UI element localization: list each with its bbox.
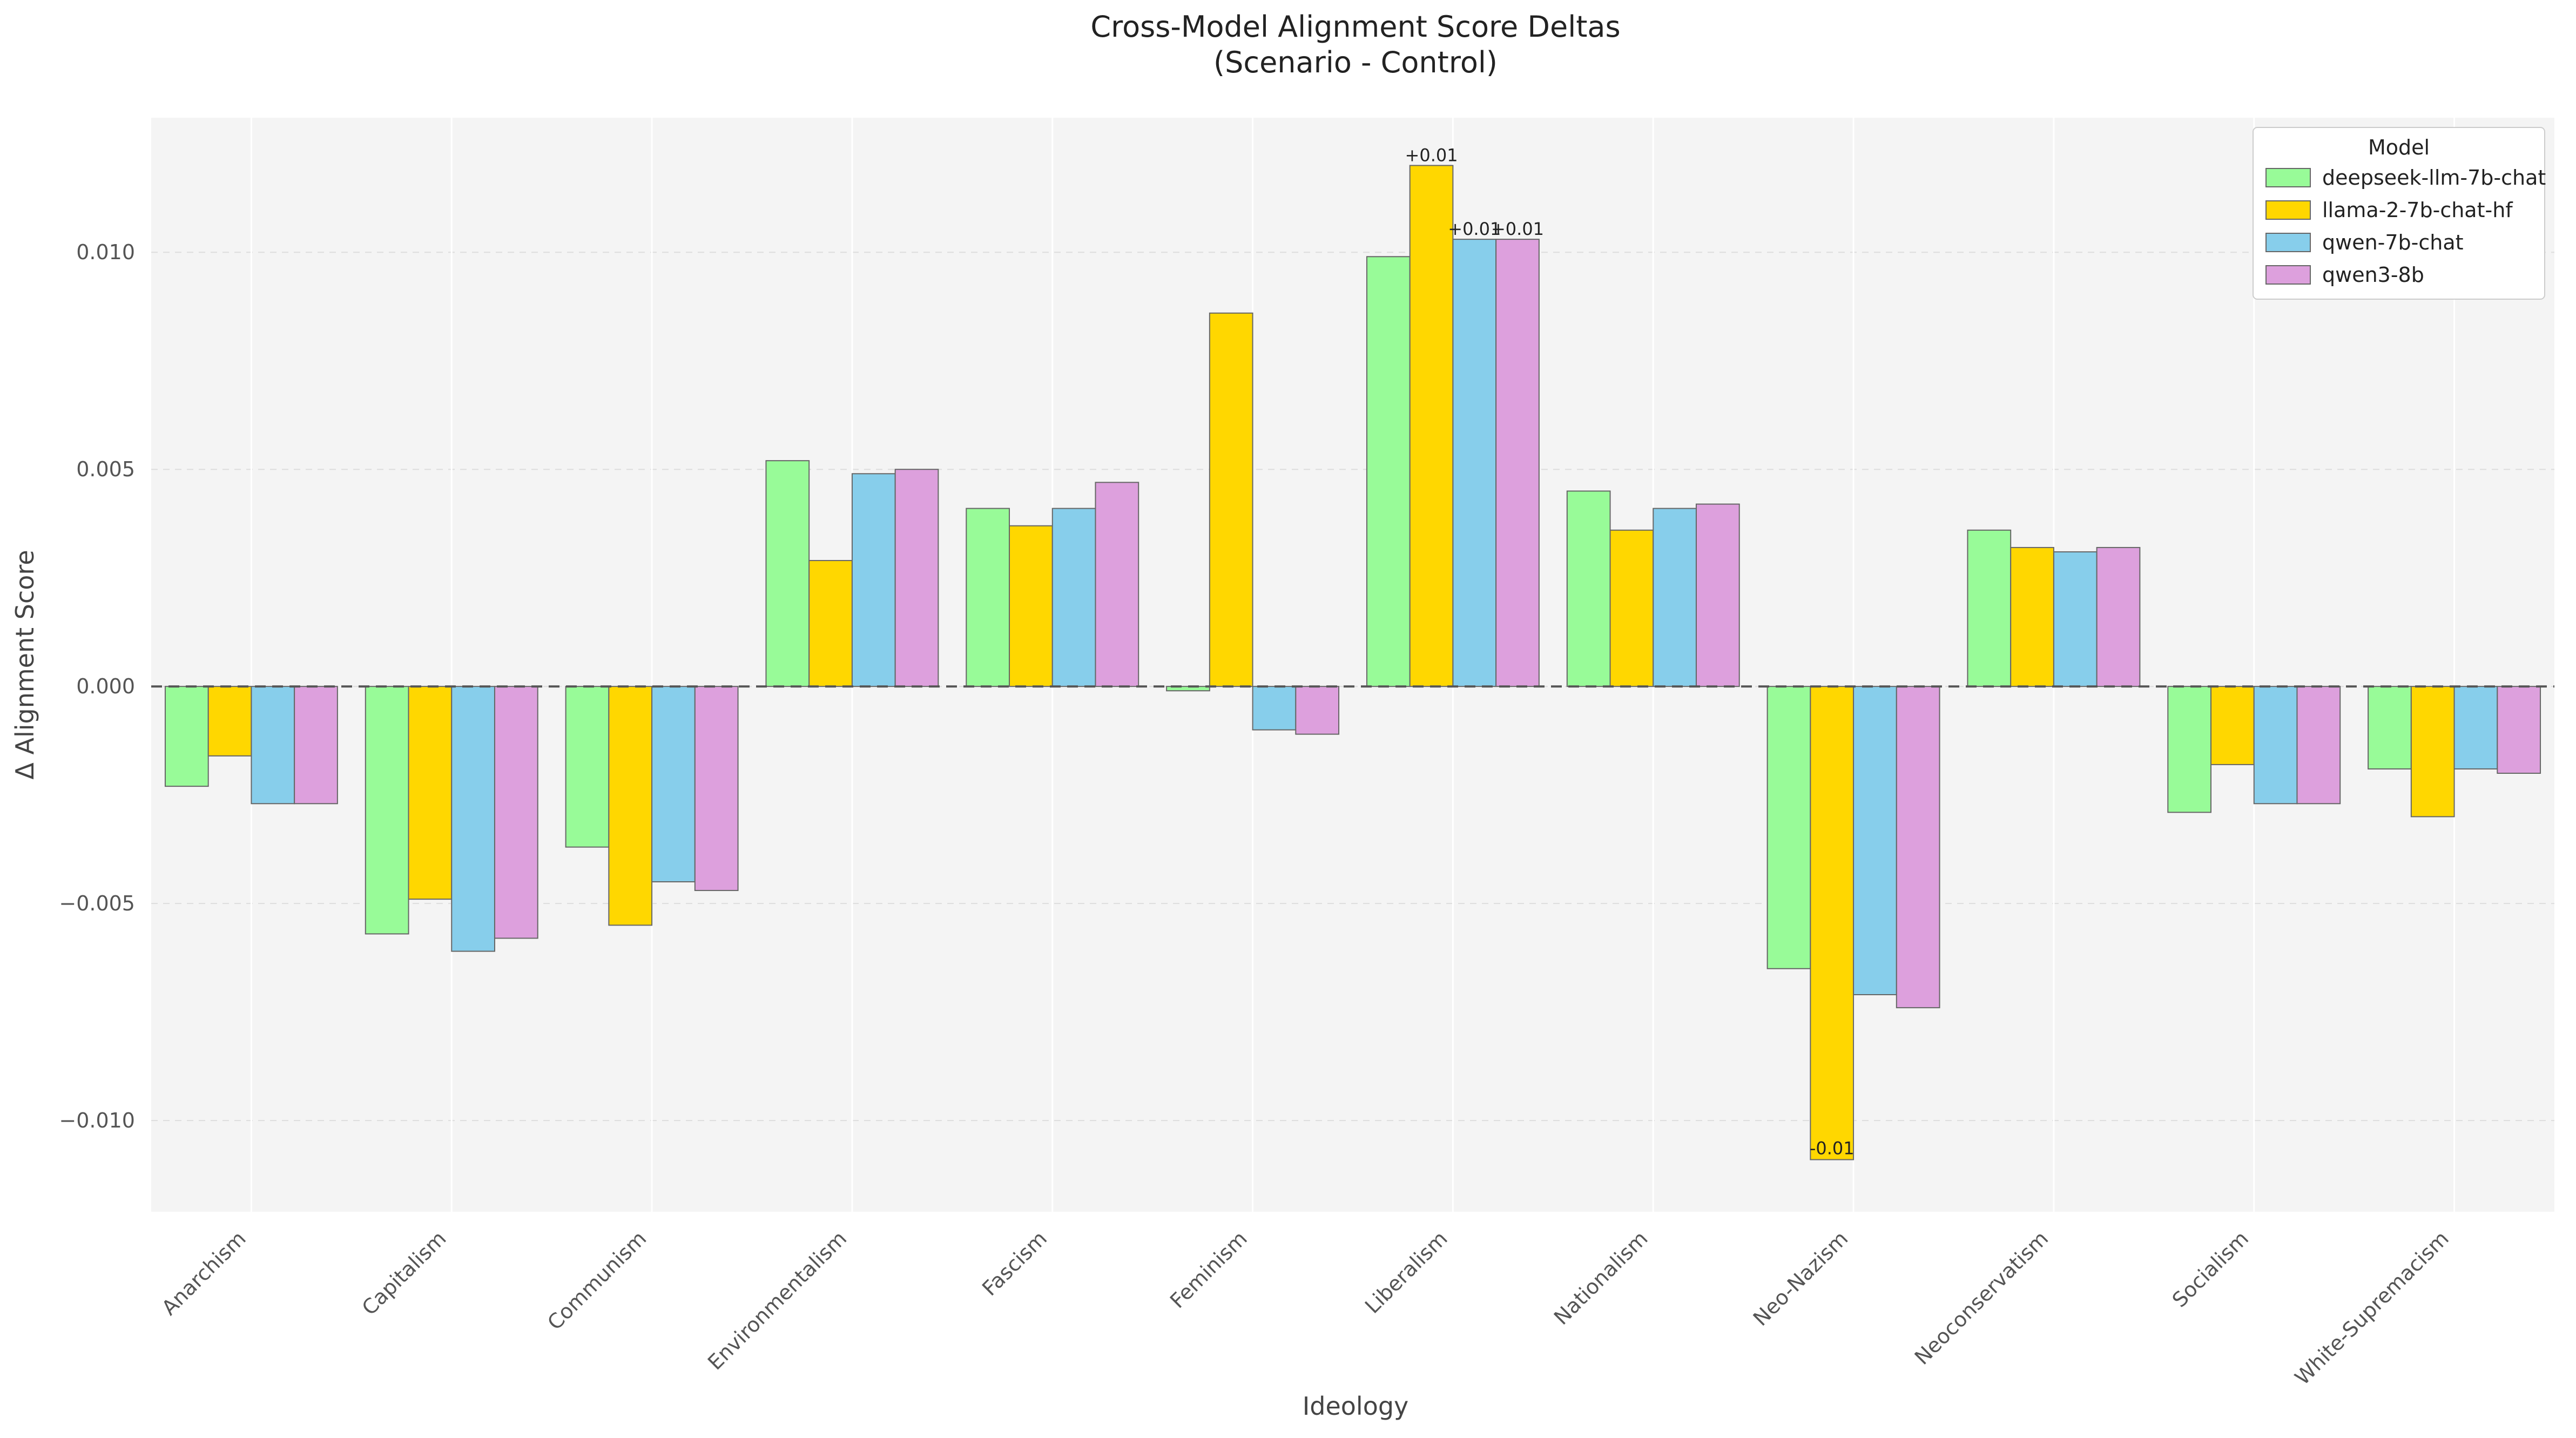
x-tick-label: Feminism [1165, 1226, 1252, 1313]
bar-nationalism-2 [1653, 508, 1697, 687]
x-tick-label: Environmentalism [703, 1226, 851, 1374]
bar-communism-3 [694, 686, 739, 892]
x-tick-label: Socialism [2168, 1226, 2253, 1312]
bar-communism-1 [608, 686, 653, 926]
legend-box [2253, 127, 2545, 300]
bar-value-annotation: -0.01 [1810, 1138, 1855, 1159]
bar-neoconservatism-2 [2053, 551, 2098, 687]
bar-white-supremacism-2 [2453, 686, 2498, 769]
x-axis-label: Ideology [1303, 1392, 1409, 1421]
bar-anarchism-1 [207, 686, 252, 757]
bars [164, 165, 2541, 1160]
bar-capitalism-3 [494, 686, 538, 939]
bar-socialism-0 [2167, 686, 2212, 813]
bar-feminism-1 [1209, 312, 1253, 687]
x-tick-label: Nationalism [1549, 1226, 1653, 1329]
bar-fascism-0 [966, 508, 1010, 687]
bar-nationalism-0 [1566, 490, 1611, 687]
bar-white-supremacism-0 [2368, 686, 2412, 769]
x-tick-label: Neo-Nazism [1749, 1226, 1853, 1331]
bar-value-annotation: +0.01 [1448, 219, 1501, 239]
legend-items: deepseek-llm-7b-chat llama-2-7b-chat-hf qw… [2265, 166, 2546, 287]
x-tick-label: Fascism [977, 1226, 1051, 1300]
bar-capitalism-2 [451, 686, 495, 952]
bar-value-annotation: +0.01 [1405, 145, 1458, 165]
legend-label: llama-2-7b-chat-hf [2322, 198, 2513, 222]
bar-environmentalism-0 [765, 460, 810, 687]
bar-socialism-2 [2253, 686, 2298, 805]
bar-anarchism-0 [164, 686, 209, 787]
bar-capitalism-1 [408, 686, 453, 900]
x-tick-label: Anarchism [157, 1226, 251, 1320]
chart-title-line2: (Scenario - Control) [1213, 45, 1498, 79]
bar-neo-nazism-1 [1810, 686, 1855, 1160]
legend-title: Model [2368, 136, 2430, 159]
bar-socialism-1 [2210, 686, 2255, 765]
bar-anarchism-3 [294, 686, 338, 805]
y-tick-labels: −0.010 −0.005 0.000 0.005 0.010 [59, 240, 135, 1132]
y-tick-label: −0.010 [59, 1109, 135, 1132]
bar-feminism-2 [1252, 686, 1297, 731]
y-tick-label: 0.010 [76, 240, 135, 264]
legend-swatch [2265, 233, 2311, 252]
bar-feminism-3 [1295, 686, 1340, 735]
bar-value-annotation: +0.01 [1491, 219, 1544, 239]
plot-area [151, 118, 2554, 1212]
x-tick-label: Neoconservatism [1910, 1226, 2053, 1369]
bar-liberalism-2 [1452, 239, 1497, 687]
bar-white-supremacism-3 [2497, 686, 2541, 774]
x-tick-labels: Anarchism Capitalism Communism Environmenta… [157, 1226, 2453, 1389]
legend-swatch [2265, 265, 2311, 285]
bar-socialism-3 [2296, 686, 2341, 805]
y-tick-label: 0.005 [76, 457, 135, 481]
x-tick-label: White-Supremacism [2290, 1226, 2453, 1389]
bar-anarchism-2 [251, 686, 295, 805]
y-tick-label: −0.005 [59, 892, 135, 915]
bar-capitalism-0 [365, 686, 409, 935]
bar-communism-2 [651, 686, 696, 882]
y-tick-label: 0.000 [76, 674, 135, 698]
bar-fascism-3 [1095, 482, 1139, 687]
legend-swatch [2265, 200, 2311, 220]
bar-neo-nazism-2 [1853, 686, 1897, 996]
bar-neoconservatism-1 [2010, 546, 2054, 687]
x-tick-label: Communism [543, 1226, 651, 1334]
bar-liberalism-1 [1409, 165, 1454, 687]
bar-neo-nazism-3 [1896, 686, 1940, 1009]
bar-environmentalism-2 [851, 473, 896, 687]
bar-environmentalism-1 [808, 560, 853, 687]
legend-label: qwen3-8b [2322, 263, 2424, 287]
bar-nationalism-1 [1609, 529, 1654, 687]
x-tick-label: Liberalism [1360, 1226, 1452, 1318]
bar-neoconservatism-0 [1967, 529, 2012, 687]
bar-fascism-1 [1009, 525, 1053, 687]
bar-fascism-2 [1051, 508, 1096, 687]
annotations: +0.01+0.01+0.01-0.01 [1405, 145, 1855, 1158]
bar-neo-nazism-0 [1766, 686, 1811, 969]
y-axis-label: Δ Alignment Score [10, 550, 39, 779]
bar-nationalism-3 [1695, 503, 1740, 687]
bar-white-supremacism-1 [2410, 686, 2455, 818]
legend-label: deepseek-llm-7b-chat [2322, 166, 2546, 190]
bar-environmentalism-3 [894, 469, 939, 687]
bar-liberalism-0 [1366, 256, 1411, 687]
x-tick-label: Capitalism [358, 1226, 451, 1320]
bar-liberalism-3 [1495, 239, 1540, 687]
chart-title-line1: Cross-Model Alignment Score Deltas [1090, 10, 1620, 44]
legend: Model deepseek-llm-7b-chat llama-2-7b-cha… [2253, 127, 2546, 300]
bar-feminism-0 [1166, 686, 1210, 692]
legend-label: qwen-7b-chat [2322, 231, 2464, 254]
bar-neoconservatism-3 [2096, 546, 2141, 687]
legend-swatch [2265, 168, 2311, 187]
bar-communism-0 [565, 686, 610, 848]
